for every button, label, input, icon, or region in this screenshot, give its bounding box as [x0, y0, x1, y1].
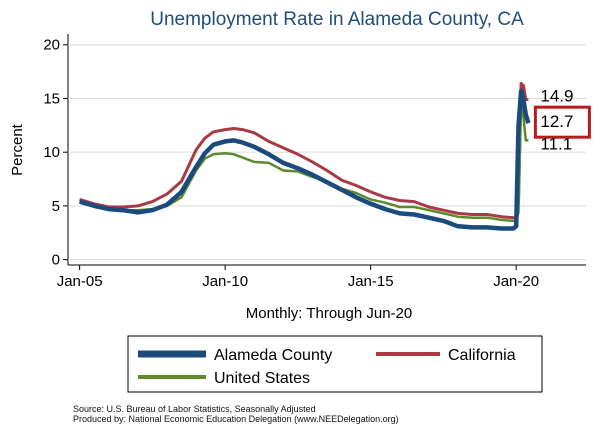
annotation-12.7: 12.7 — [540, 112, 573, 131]
highlight-box-12.7 — [533, 105, 591, 139]
y-axis-label: Percent — [9, 123, 26, 176]
x-tick-label-Jan-05: Jan-05 — [57, 273, 103, 290]
annotation-11.1: 11.1 — [540, 134, 572, 153]
x-axis-ticks: Jan-05 Jan-10 Jan-15 Jan-20 — [57, 265, 539, 290]
x-tick-label-Jan-15: Jan-15 — [348, 273, 394, 290]
end-value-annotations: 14.9 12.7 11.1 — [533, 87, 591, 153]
legend-label-alameda-county: Alameda County — [214, 347, 332, 364]
source-line: Source: U.S. Bureau of Labor Statistics,… — [73, 404, 316, 414]
legend: Alameda County California United States — [127, 335, 543, 393]
produced-by-line: Produced by: National Economic Education… — [73, 414, 399, 424]
series-lines — [78, 81, 531, 231]
x-axis-label: Monthly: Through Jun-20 — [246, 305, 413, 322]
annotation-14.9: 14.9 — [540, 87, 573, 106]
x-tick-label-Jan-10: Jan-10 — [202, 273, 248, 290]
chart-title: Unemployment Rate in Alameda County, CA — [150, 9, 524, 30]
x-tick-label-Jan-20: Jan-20 — [493, 273, 539, 290]
y-axis-ticks: 0 5 10 15 20 — [43, 37, 68, 269]
y-tick-label-20: 20 — [43, 37, 60, 54]
y-tick-label-10: 10 — [43, 144, 60, 161]
source-notes: Source: U.S. Bureau of Labor Statistics,… — [73, 404, 399, 424]
legend-box — [127, 335, 543, 393]
gridlines — [68, 44, 586, 261]
series-line-alameda-county — [78, 88, 531, 231]
y-tick-label-0: 0 — [52, 252, 60, 269]
y-tick-label-15: 15 — [43, 90, 60, 107]
y-tick-label-5: 5 — [52, 198, 60, 215]
legend-label-california: California — [448, 347, 516, 364]
legend-label-united-states: United States — [214, 370, 310, 387]
series-line-california — [79, 81, 529, 220]
